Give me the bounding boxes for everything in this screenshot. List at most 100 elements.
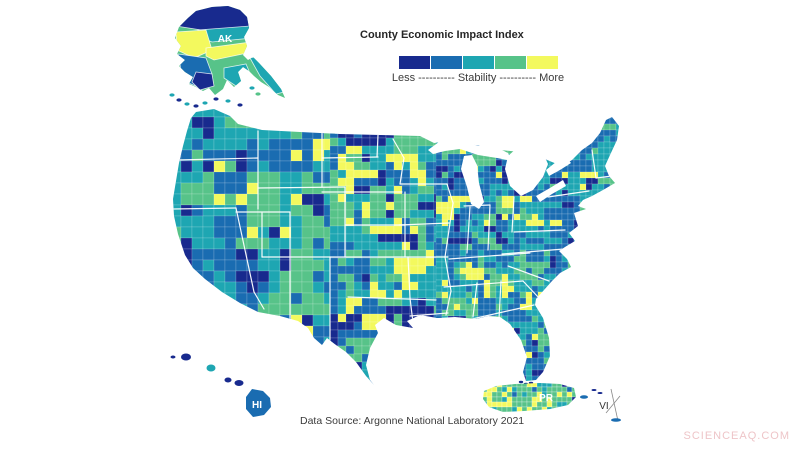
county-cell — [425, 193, 435, 203]
county-cell — [173, 226, 182, 239]
county-cell — [425, 329, 435, 339]
county-cell — [561, 339, 569, 347]
county-cell — [459, 195, 467, 203]
county-cell — [573, 225, 581, 233]
county-cell — [329, 137, 339, 147]
county-cell — [425, 137, 435, 147]
county-cell — [585, 255, 593, 263]
county-cell — [495, 207, 503, 215]
county-cell — [507, 279, 515, 287]
county-cell — [561, 213, 569, 221]
county-cell — [312, 215, 325, 228]
county-cell — [622, 184, 628, 190]
county-cell — [441, 201, 449, 209]
county-cell — [361, 137, 371, 147]
county-cell — [257, 369, 270, 382]
county-cell — [329, 345, 339, 355]
county-cell — [224, 226, 237, 239]
county-cell — [441, 369, 449, 377]
county-cell — [180, 369, 193, 382]
county-cell — [441, 315, 449, 323]
county-cell — [531, 339, 539, 347]
county-cell — [573, 195, 581, 203]
county-cell — [361, 329, 371, 339]
county-cell — [573, 267, 581, 275]
county-cell — [543, 231, 551, 239]
county-cell — [591, 117, 599, 125]
county-cell — [495, 123, 503, 131]
county-cell — [312, 248, 325, 261]
county-cell — [579, 189, 587, 197]
county-cell — [191, 358, 204, 371]
county-cell — [459, 231, 467, 239]
county-cell — [441, 109, 449, 113]
county-cell — [279, 127, 292, 140]
county-cell — [609, 267, 617, 275]
county-cell — [483, 285, 491, 293]
county-cell — [597, 135, 605, 143]
county-cell — [531, 207, 539, 215]
county-cell — [585, 369, 593, 377]
county-cell — [401, 353, 411, 363]
county-cell — [377, 241, 387, 251]
county-cell — [483, 243, 491, 251]
county-cell — [531, 213, 539, 221]
county-cell — [471, 123, 479, 131]
puerto-rico-label: PR — [539, 393, 554, 404]
county-cell — [435, 297, 443, 305]
county-cell — [385, 209, 395, 219]
county-cell — [609, 333, 617, 341]
county-cell — [585, 207, 593, 215]
county-cell — [501, 375, 509, 383]
county-cell — [180, 292, 193, 305]
county-cell — [290, 336, 303, 349]
county-cell — [312, 347, 325, 360]
county-cell — [425, 273, 435, 283]
county-cell — [459, 243, 467, 251]
county-cell — [180, 325, 193, 338]
county-cell — [615, 375, 619, 383]
county-cell — [549, 147, 557, 155]
county-cell — [417, 361, 427, 371]
county-cell — [385, 305, 395, 315]
county-cell — [549, 177, 557, 185]
county-cell — [591, 333, 599, 341]
county-cell — [417, 145, 427, 155]
county-cell — [585, 285, 593, 293]
county-cell — [312, 270, 325, 283]
county-cell — [377, 185, 387, 195]
county-cell — [501, 219, 509, 227]
county-cell — [597, 351, 605, 359]
county-cell — [615, 267, 619, 275]
county-cell — [537, 321, 545, 329]
county-cell — [591, 123, 599, 131]
county-cell — [609, 231, 617, 239]
county-cell — [591, 231, 599, 239]
county-cell — [622, 196, 628, 202]
county-cell — [180, 303, 193, 316]
county-cell — [353, 265, 363, 275]
county-cell — [519, 207, 527, 215]
county-cell — [537, 261, 545, 269]
county-cell — [543, 321, 551, 329]
county-cell — [301, 109, 314, 118]
county-cell — [567, 291, 575, 299]
county-cell — [477, 321, 485, 329]
county-cell — [453, 171, 461, 179]
county-cell — [213, 347, 226, 360]
county-cell — [353, 161, 363, 171]
county-cell — [609, 381, 617, 385]
county-cell — [290, 160, 303, 173]
county-cell — [471, 267, 479, 275]
county-cell — [579, 117, 587, 125]
county-cell — [501, 363, 509, 371]
county-cell — [447, 129, 455, 137]
county-cell — [597, 309, 605, 317]
county-cell — [202, 292, 215, 305]
county-cell — [495, 225, 503, 233]
county-cell — [489, 165, 497, 173]
county-cell — [549, 351, 557, 359]
county-cell — [603, 147, 611, 155]
county-cell — [501, 237, 509, 245]
county-cell — [501, 129, 509, 137]
